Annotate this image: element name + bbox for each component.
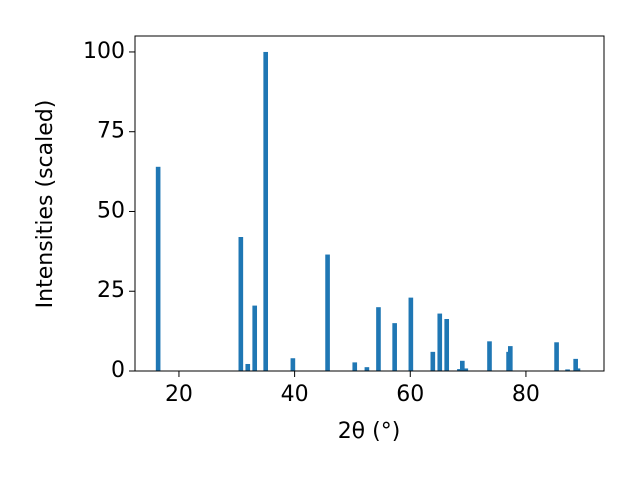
y-tick-label: 50: [97, 198, 125, 223]
bar: [508, 346, 513, 371]
bar: [460, 360, 465, 371]
bar: [463, 368, 469, 371]
bar: [155, 166, 161, 371]
bar: [408, 297, 414, 371]
bar: [238, 237, 244, 371]
bar: [575, 368, 581, 371]
bar: [252, 305, 258, 371]
bar: [573, 358, 578, 371]
bar: [376, 307, 381, 371]
bar: [352, 362, 358, 371]
bar: [487, 341, 492, 371]
y-tick-label: 0: [111, 358, 125, 383]
bar: [245, 363, 251, 371]
bar: [325, 254, 330, 371]
bar: [392, 323, 397, 371]
bar: [430, 351, 436, 371]
bar: [364, 367, 370, 371]
plot-frame: [134, 35, 605, 372]
x-tick-label: 40: [281, 382, 309, 407]
x-axis-label: 2θ (°): [338, 419, 401, 444]
bar: [263, 51, 269, 371]
y-tick-label: 25: [97, 278, 125, 303]
x-tick-label: 20: [165, 382, 193, 407]
y-tick-label: 75: [97, 119, 125, 144]
bar: [444, 318, 450, 371]
bar: [565, 369, 570, 371]
x-tick-label: 80: [512, 382, 540, 407]
bar: [290, 358, 296, 371]
bar: [457, 369, 462, 371]
bar: [437, 313, 443, 371]
y-axis-label: Intensities (scaled): [33, 100, 58, 309]
x-tick-label: 60: [396, 382, 424, 407]
bar: [554, 342, 559, 371]
y-tick-label: 100: [83, 39, 125, 64]
